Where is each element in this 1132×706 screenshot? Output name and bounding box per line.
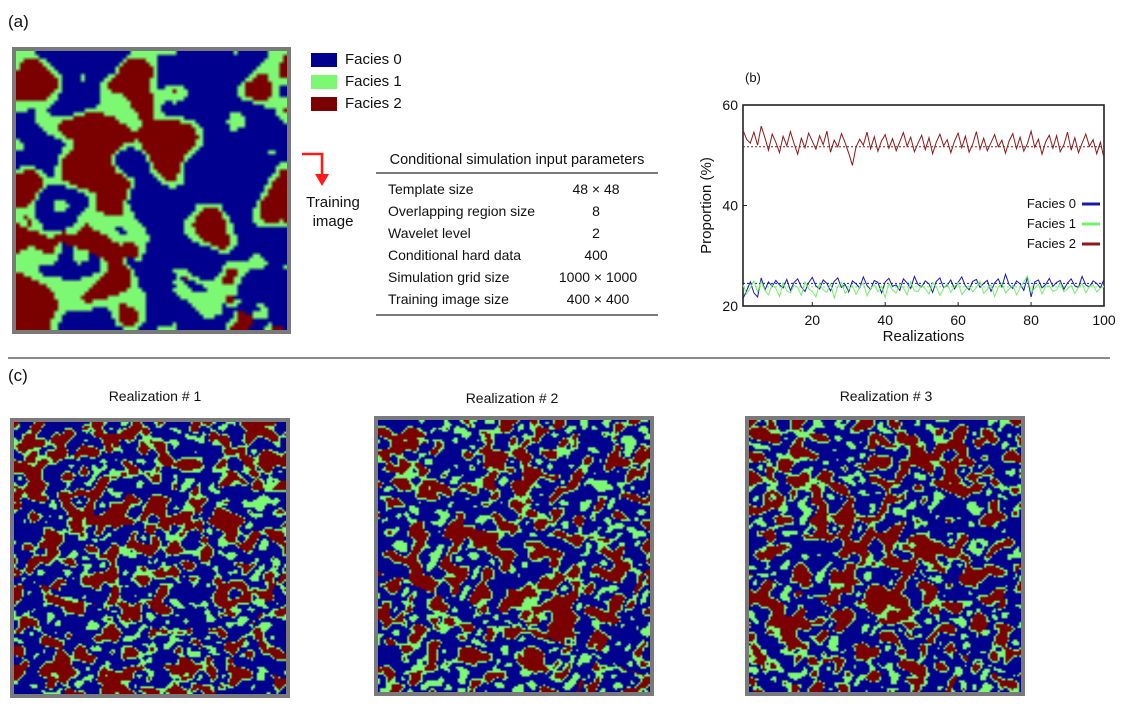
table-row: Wavelet level 2 [376,222,658,244]
red-arrow-icon [302,152,329,186]
param-name: Overlapping region size [388,203,536,219]
param-value: 48 × 48 [572,181,620,197]
legend-swatch-facies-1 [311,74,337,89]
param-value: 400 × 400 [566,291,630,307]
realization-canvas-1 [14,422,286,694]
legend-item-facies-2: Facies 2 [311,95,402,112]
legend-label-facies-2: Facies 2 [345,95,402,112]
legend-label: Facies 1 [1027,216,1076,231]
x-tick-label: 80 [1023,312,1039,328]
param-value: 1000 × 1000 [558,269,638,285]
parameters-table: Conditional simulation input parameters … [376,152,658,316]
training-image-caption-line-2: image [312,213,354,230]
realization-title-2: Realization # 2 [465,390,559,406]
panel-label-a: (a) [8,12,29,31]
chart-title: (b) [745,70,761,85]
realization-map-1 [10,418,290,698]
param-name: Simulation grid size [388,269,510,285]
param-name: Wavelet level [388,225,471,241]
parameters-table-title: Conditional simulation input parameters [389,152,645,168]
realization-map-2 [374,416,654,696]
legend-label: Facies 0 [1027,196,1076,211]
panel-label-c: (c) [8,366,28,385]
realization-map-3 [745,416,1025,696]
section-divider [8,357,1110,359]
realization-canvas-3 [749,420,1021,692]
training-image-caption: Training image [302,193,364,231]
training-image-canvas [16,51,287,330]
realization-title-3: Realization # 3 [839,388,933,404]
y-tick-label: 60 [722,97,738,113]
proportion-chart: (b)20 40 60 80 100204060RealizationsProporti… [698,70,1116,345]
legend-label-facies-1: Facies 1 [345,73,402,90]
legend-label: Facies 2 [1027,236,1076,251]
table-row: Overlapping region size 8 [376,200,658,222]
legend-label-facies-0: Facies 0 [345,51,402,68]
chart-series-lines [742,125,1105,300]
table-top-rule [376,172,658,174]
realization-canvas-2 [378,420,650,692]
x-axis-label: Realizations [883,328,965,345]
table-row: Training image size 400 × 400 [376,288,658,310]
table-row: Template size 48 × 48 [376,178,658,200]
y-tick-label: 20 [722,298,738,314]
param-name: Conditional hard data [388,247,522,263]
y-axis-label: Proportion (%) [698,157,715,254]
x-tick-label: 20 [804,312,820,328]
param-name: Training image size [388,291,509,307]
chart-legend: Facies 0 Facies 1 Facies 2 [1027,196,1100,251]
series-line-facies-1 [742,274,1105,300]
series-line-facies-2 [742,125,1105,166]
x-tick-label: 40 [877,312,893,328]
realization-title-1: Realization # 1 [108,388,202,404]
table-bottom-rule [376,314,658,316]
param-value: 8 [592,203,600,219]
table-row: Conditional hard data 400 [376,244,658,266]
x-tick-label: 100 [1092,312,1116,328]
legend-swatch-facies-2 [311,96,337,111]
legend-item-facies-1: Facies 1 [311,73,402,90]
table-row: Simulation grid size 1000 × 1000 [376,266,658,288]
param-name: Template size [388,181,474,197]
param-value: 400 [584,247,608,263]
chart-axes: (b)20 40 60 80 100204060RealizationsProporti… [698,70,1116,345]
training-image-map [12,47,291,334]
legend-swatch-facies-0 [311,52,337,67]
legend-item-facies-0: Facies 0 [311,51,402,68]
param-value: 2 [592,225,600,241]
y-tick-label: 40 [722,198,738,214]
training-image-caption-line-1: Training [306,194,360,211]
x-tick-label: 60 [950,312,966,328]
